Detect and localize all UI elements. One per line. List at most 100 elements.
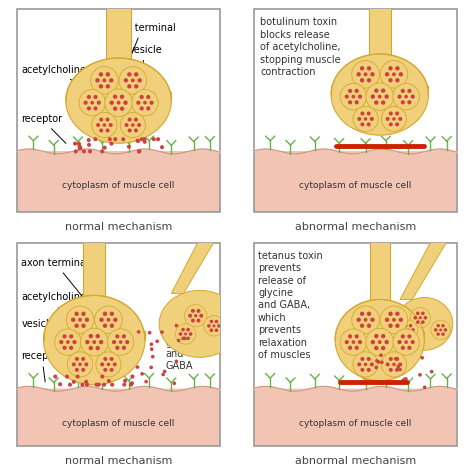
Circle shape: [374, 89, 379, 93]
Circle shape: [128, 118, 132, 121]
Circle shape: [143, 140, 147, 144]
Circle shape: [381, 346, 385, 350]
Circle shape: [78, 146, 82, 151]
Circle shape: [77, 142, 81, 146]
Circle shape: [395, 122, 399, 126]
Circle shape: [137, 78, 142, 83]
Circle shape: [99, 84, 103, 89]
Circle shape: [348, 346, 352, 350]
Circle shape: [115, 346, 119, 350]
Circle shape: [401, 100, 405, 105]
Text: cytoplasm of muscle cell: cytoplasm of muscle cell: [63, 182, 175, 190]
Circle shape: [74, 324, 79, 328]
Circle shape: [93, 95, 98, 99]
Ellipse shape: [44, 295, 145, 385]
Circle shape: [107, 379, 111, 383]
Circle shape: [370, 318, 374, 322]
Circle shape: [140, 137, 144, 141]
Circle shape: [63, 334, 67, 339]
Circle shape: [103, 146, 107, 150]
Circle shape: [102, 383, 106, 387]
Circle shape: [150, 348, 154, 351]
Circle shape: [85, 340, 90, 344]
Circle shape: [413, 316, 417, 319]
Circle shape: [113, 318, 118, 322]
Circle shape: [109, 123, 113, 127]
Circle shape: [217, 324, 221, 328]
Circle shape: [398, 368, 402, 371]
Circle shape: [78, 144, 82, 149]
Circle shape: [345, 95, 349, 98]
Circle shape: [184, 304, 207, 327]
FancyBboxPatch shape: [107, 62, 131, 101]
Text: receptor: receptor: [21, 114, 66, 144]
Circle shape: [134, 72, 138, 76]
Circle shape: [146, 95, 150, 99]
Text: receptor: receptor: [21, 351, 63, 382]
Circle shape: [149, 365, 153, 369]
Circle shape: [196, 309, 201, 313]
Circle shape: [106, 72, 110, 76]
Circle shape: [72, 380, 76, 384]
Circle shape: [103, 368, 107, 372]
Circle shape: [87, 106, 91, 111]
Circle shape: [392, 117, 396, 121]
Circle shape: [121, 137, 125, 141]
Circle shape: [74, 311, 79, 316]
Circle shape: [395, 112, 399, 115]
Circle shape: [130, 375, 135, 378]
Circle shape: [382, 352, 407, 377]
Circle shape: [430, 370, 434, 373]
Circle shape: [364, 318, 367, 322]
Circle shape: [380, 361, 383, 364]
Circle shape: [184, 333, 187, 335]
FancyBboxPatch shape: [107, 5, 131, 71]
Circle shape: [424, 316, 427, 319]
Circle shape: [109, 78, 113, 83]
Circle shape: [404, 377, 408, 381]
FancyBboxPatch shape: [370, 303, 390, 340]
Circle shape: [395, 78, 400, 83]
Circle shape: [92, 113, 117, 137]
Circle shape: [69, 334, 73, 339]
Circle shape: [82, 149, 86, 153]
Circle shape: [340, 329, 366, 356]
Circle shape: [107, 363, 110, 366]
Circle shape: [122, 334, 126, 339]
Circle shape: [81, 357, 85, 361]
Circle shape: [401, 378, 405, 382]
Circle shape: [107, 318, 110, 322]
Circle shape: [146, 106, 150, 111]
Circle shape: [97, 100, 101, 105]
Circle shape: [67, 352, 92, 377]
Circle shape: [375, 359, 379, 363]
Circle shape: [189, 332, 192, 336]
Circle shape: [160, 145, 164, 149]
Circle shape: [152, 137, 156, 141]
Circle shape: [371, 94, 375, 99]
Circle shape: [437, 324, 440, 327]
Circle shape: [122, 383, 127, 387]
Circle shape: [374, 334, 379, 338]
Circle shape: [199, 314, 203, 318]
Circle shape: [399, 318, 403, 322]
Circle shape: [437, 333, 440, 336]
Circle shape: [215, 320, 219, 323]
Circle shape: [113, 95, 118, 99]
Circle shape: [78, 363, 82, 366]
Text: cytoplasm of muscle cell: cytoplasm of muscle cell: [299, 419, 411, 428]
Text: normal mechanism: normal mechanism: [65, 222, 172, 233]
Circle shape: [410, 340, 415, 344]
Circle shape: [355, 89, 359, 93]
Circle shape: [370, 363, 374, 366]
Circle shape: [395, 357, 399, 361]
Circle shape: [53, 375, 57, 378]
Circle shape: [155, 340, 159, 343]
Circle shape: [352, 306, 379, 333]
Circle shape: [420, 356, 424, 360]
Circle shape: [81, 383, 84, 387]
Circle shape: [76, 375, 80, 378]
Circle shape: [404, 333, 408, 336]
FancyBboxPatch shape: [370, 239, 390, 312]
Circle shape: [100, 375, 104, 378]
